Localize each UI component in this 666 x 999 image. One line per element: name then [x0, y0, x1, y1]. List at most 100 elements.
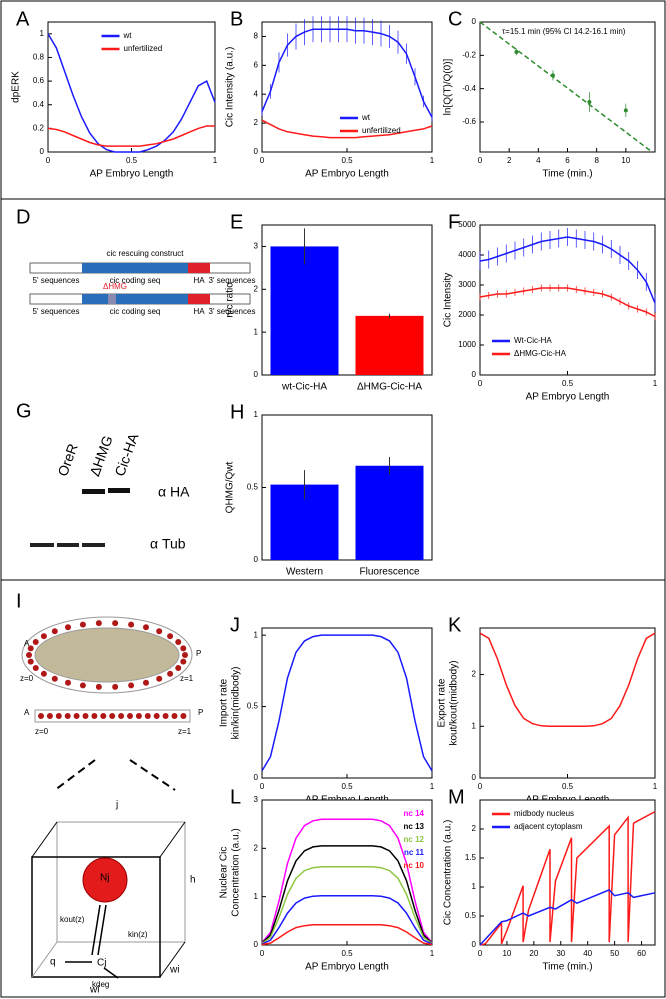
axis-frame	[261, 627, 433, 779]
panel-label: B	[230, 8, 243, 30]
x-tick-label: 60	[637, 949, 646, 958]
legend-label: nc 11	[404, 848, 425, 857]
y-axis-label: ln[Q(T)/Q(0)]	[443, 58, 454, 115]
series-line	[479, 236, 656, 304]
y-axis-label: kin/kin(midbody)	[231, 667, 242, 740]
y-tick-label: 4000	[458, 250, 476, 259]
x-axis-label: Time (min.)	[542, 169, 592, 180]
x-axis-label: Time (min.)	[542, 962, 592, 973]
nucleus-dot	[38, 713, 44, 719]
panel-label: C	[448, 8, 462, 30]
nucleus-dot	[180, 645, 187, 652]
bar	[355, 315, 424, 375]
nucleus-dot	[46, 713, 53, 719]
axis-frame	[479, 224, 656, 376]
nucleus-dot	[32, 665, 39, 672]
x-tick-label: Western	[286, 567, 323, 578]
ha-tag	[188, 263, 210, 273]
coding-seq	[82, 263, 188, 273]
legend-label: nc 10	[404, 861, 425, 870]
panel-label: A	[16, 8, 30, 30]
x-tick-label: Fluorescence	[359, 567, 419, 578]
y-tick-label: 1000	[458, 340, 476, 349]
panel-label: H	[230, 401, 244, 423]
x-tick-label: 10	[502, 949, 511, 958]
nucleus-dot	[143, 679, 149, 686]
nucleus-dot	[171, 713, 178, 719]
y-axis-label: Cic Intensity	[443, 273, 454, 327]
y-tick-label: 1	[254, 410, 259, 419]
nucleus-dot	[55, 713, 62, 719]
x-axis-label: AP Embryo Length	[526, 392, 610, 403]
zoom-line	[129, 759, 176, 791]
nucleus-dot	[128, 621, 135, 628]
x-tick-label: 1	[213, 156, 218, 165]
y-tick-label: 0	[254, 555, 259, 564]
nucleus-dot	[143, 624, 149, 631]
axis-label: z=1	[180, 674, 194, 683]
blot-band	[57, 543, 79, 547]
x-tick-label: 10	[621, 156, 630, 165]
series-line	[479, 21, 653, 153]
y-axis-label: kout/kout(midbody)	[449, 660, 460, 745]
x-tick-label: 20	[529, 949, 538, 958]
cube-edge	[31, 821, 58, 858]
axis-frame	[47, 21, 216, 153]
cube-back	[56, 821, 186, 943]
y-tick-label: 0	[472, 370, 477, 379]
axis-label: P	[196, 649, 201, 658]
cell-label: wi	[169, 965, 179, 976]
y-tick-label: 0.5	[247, 702, 259, 711]
nucleus-dot	[32, 638, 39, 645]
cube	[31, 821, 186, 978]
nucleus-dot	[144, 713, 151, 719]
x-tick-label: 0	[478, 949, 483, 958]
x-tick-label: 2	[507, 156, 512, 165]
nucleus-dot	[156, 675, 163, 682]
y-tick-label: 0.6	[33, 76, 45, 85]
y-tick-label: 0.5	[465, 911, 477, 920]
y-tick-label: 6	[254, 60, 259, 69]
y-tick-label: 0.5	[247, 483, 259, 492]
nucleus-dot	[162, 713, 169, 719]
legend-label: adjacent cytoplasm	[514, 822, 583, 831]
y-tick-label: -0.6	[462, 117, 476, 126]
zoom-line	[54, 759, 96, 791]
embryo-yolk	[34, 627, 180, 683]
nucleus-dot	[180, 658, 187, 665]
series-line	[261, 634, 433, 772]
series-line	[479, 810, 656, 946]
y-tick-label: 0	[254, 370, 259, 379]
y-tick-label: 1	[472, 721, 477, 730]
x-tick-label: 30	[556, 949, 565, 958]
y-tick-label: 2	[254, 118, 259, 127]
x-tick-label: ΔHMG-Cic-HA	[357, 382, 422, 393]
y-axis-label: Nuclear Cic	[219, 847, 230, 899]
y-tick-label: 4	[254, 89, 259, 98]
lane-label: Cic-HA	[111, 431, 141, 479]
deleted-region	[108, 294, 116, 304]
bar	[355, 465, 424, 560]
x-axis-label: AP Embryo Length	[305, 962, 389, 973]
x-tick-label: 0	[478, 379, 483, 388]
legend-label: nc 12	[404, 835, 425, 844]
nucleus-dot	[40, 633, 47, 640]
y-tick-label: 0	[254, 940, 259, 949]
y-tick-label: -0.4	[462, 84, 476, 93]
cell-label: q	[50, 957, 56, 968]
y-tick-label: 0	[254, 773, 259, 782]
axis-label: A	[24, 639, 30, 648]
x-tick-label: 0.5	[341, 782, 353, 791]
nucleus-dot	[65, 624, 71, 631]
series-line	[261, 894, 433, 945]
y-tick-label: 0	[472, 940, 477, 949]
y-tick-label: 2000	[458, 310, 476, 319]
segment-label: cic coding seq	[110, 307, 161, 316]
series-line	[261, 28, 433, 118]
y-tick-label: 5000	[458, 220, 476, 229]
y-tick-label: 2	[254, 284, 259, 293]
x-tick-label: 40	[583, 949, 592, 958]
x-tick-label: 6	[565, 156, 570, 165]
nucleus-dot	[128, 682, 135, 689]
